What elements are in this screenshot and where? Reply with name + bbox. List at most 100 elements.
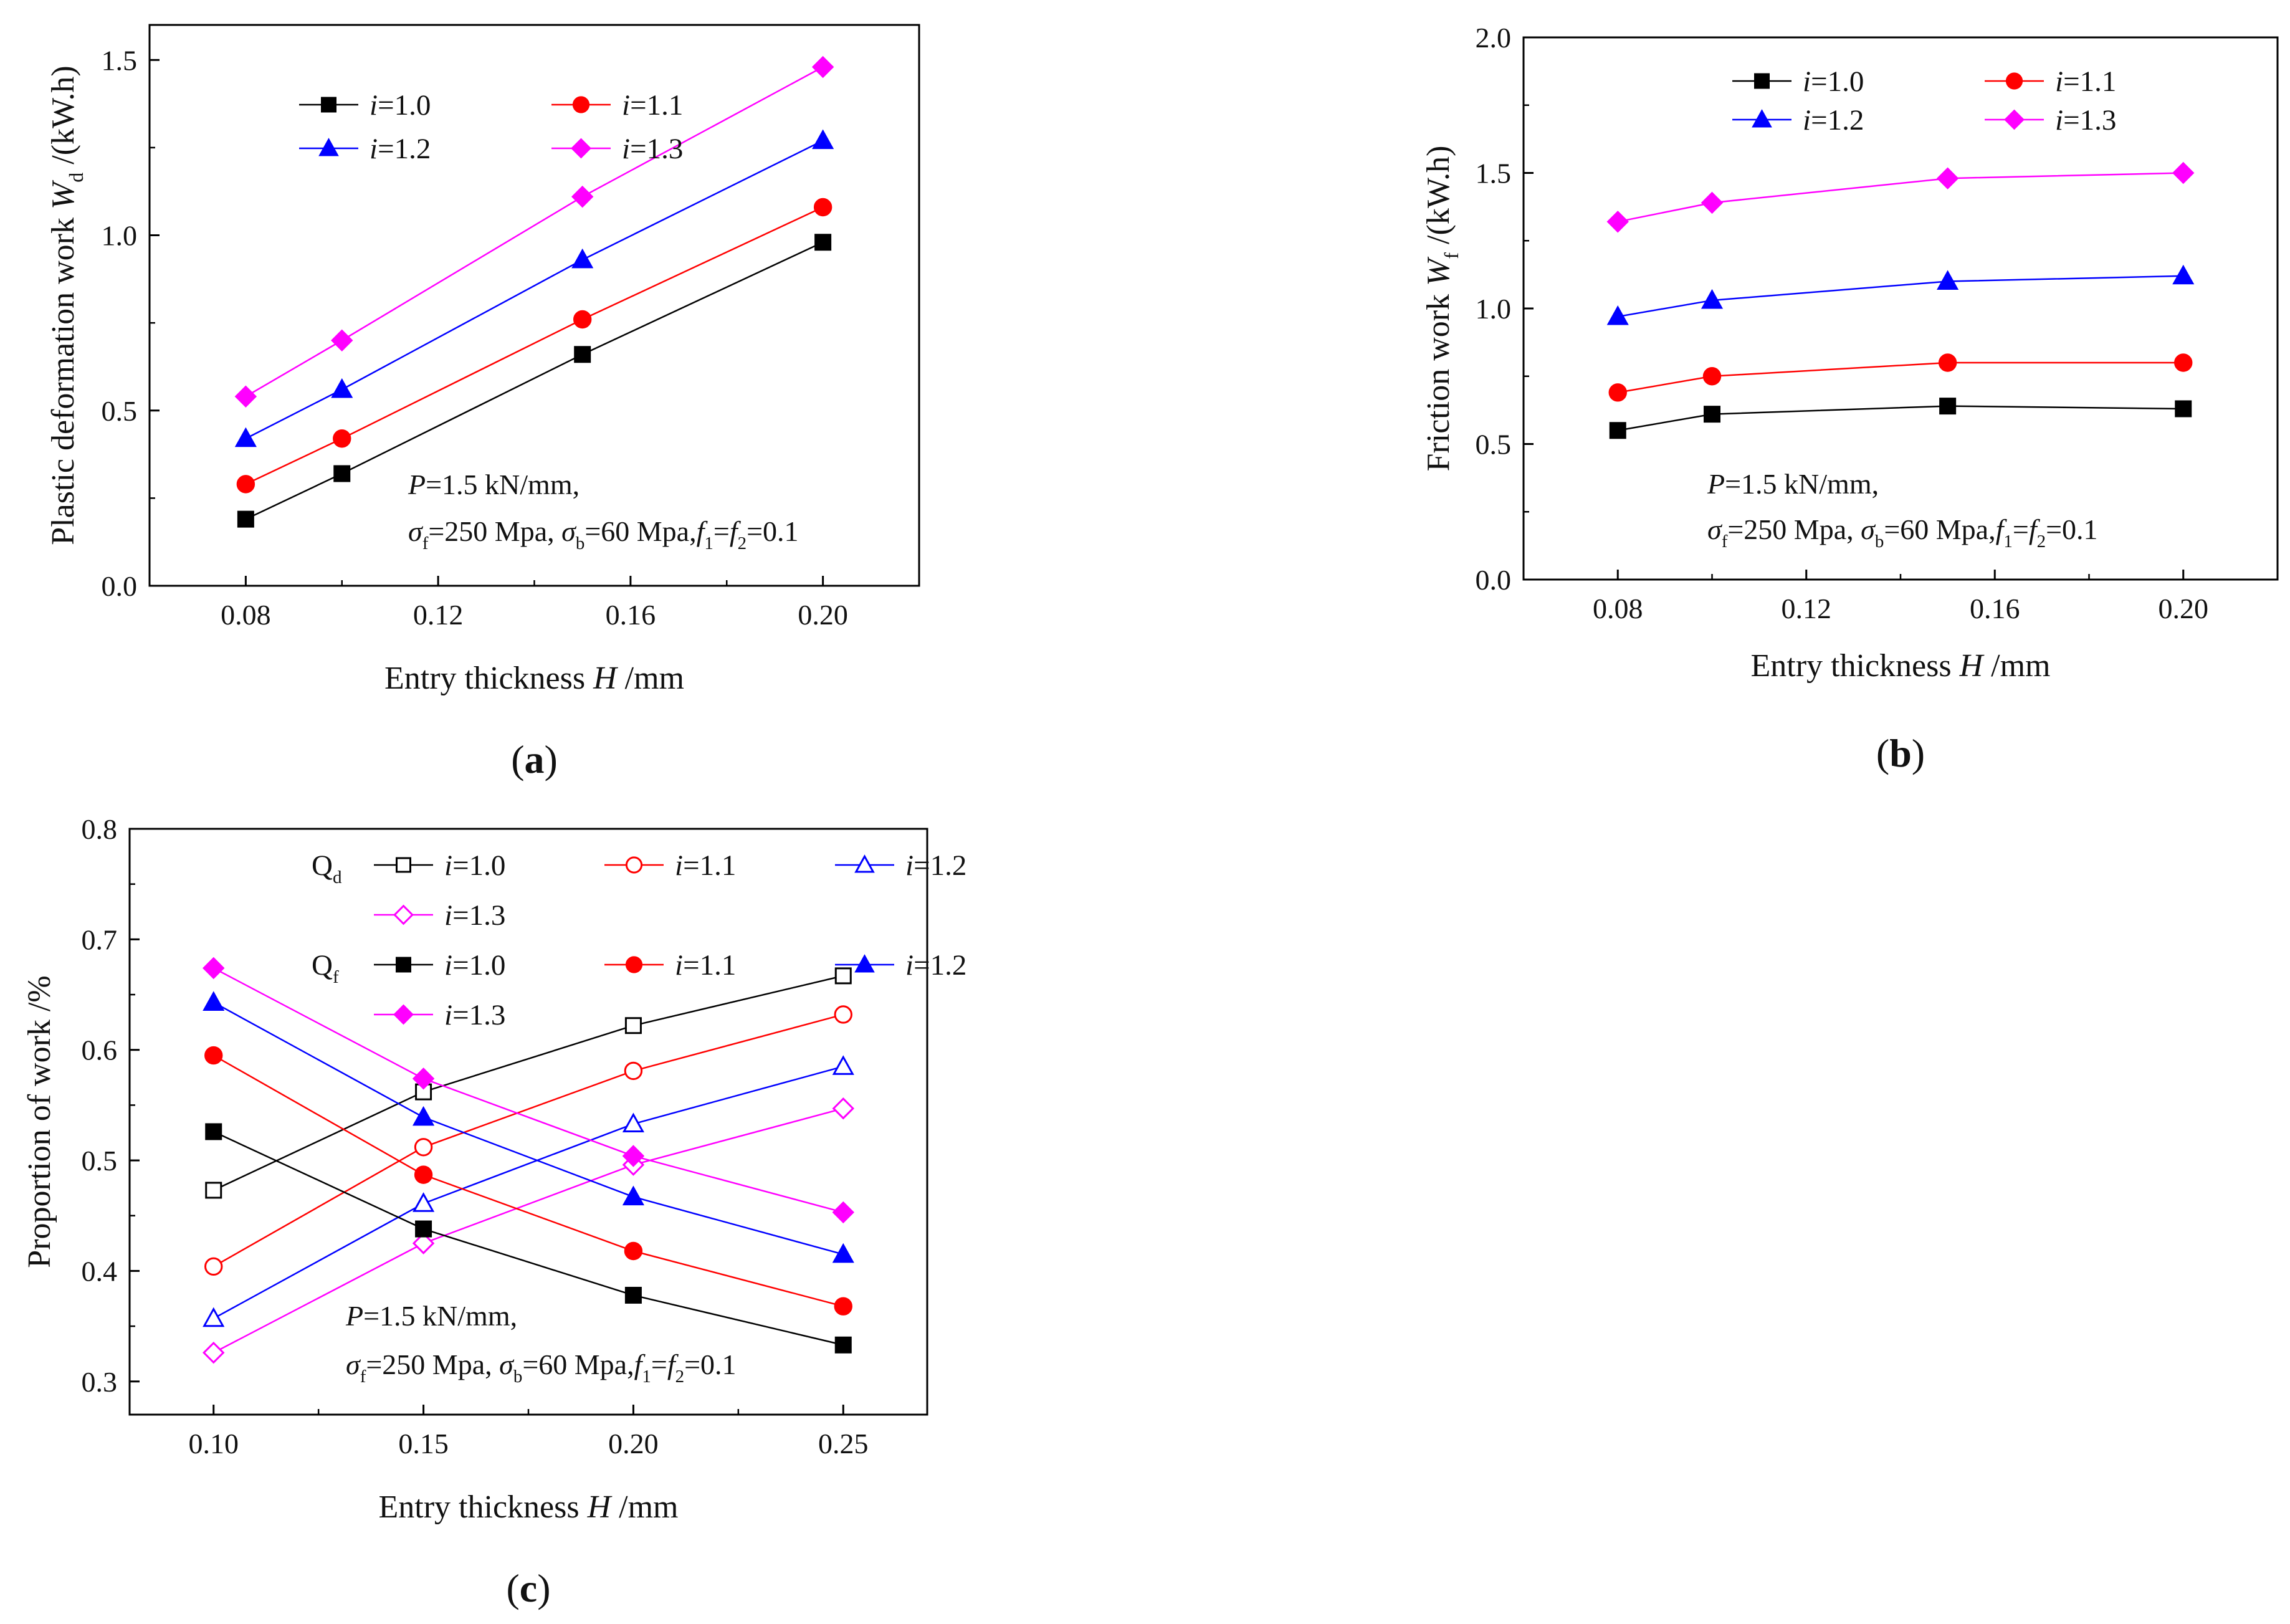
data-point <box>413 1192 435 1212</box>
y-tick-label: 1.5 <box>1476 158 1512 189</box>
data-point <box>622 1145 645 1167</box>
panel-caption: (c) <box>506 1566 550 1610</box>
data-point <box>573 310 592 329</box>
legend-marker <box>393 904 414 925</box>
series-line <box>245 66 824 398</box>
plot-frame <box>148 24 920 587</box>
data-point <box>1702 367 1722 386</box>
legend-label: i=1.2 <box>1803 104 1864 136</box>
series-qd-i-1-2 <box>203 1055 854 1327</box>
data-point <box>413 1106 435 1126</box>
series-i-1-1 <box>236 198 833 494</box>
legend-group-label-qd: Qd <box>312 849 342 887</box>
data-point <box>622 1112 644 1133</box>
data-point <box>834 1336 852 1354</box>
series-line <box>213 967 844 1213</box>
y-tick-label: 1.0 <box>1476 293 1512 325</box>
y-axis-label: Proportion of work /% <box>22 975 57 1268</box>
data-point <box>811 55 834 79</box>
series-line <box>213 1130 844 1346</box>
data-point <box>333 429 351 448</box>
legend-label: i=1.3 <box>444 899 505 932</box>
legend-marker <box>854 954 875 973</box>
data-point <box>2172 264 2195 285</box>
series-qf-i-1-1 <box>204 1046 852 1316</box>
data-point <box>205 1123 222 1140</box>
annotation-parameters: σf=250 Mpa, σb=60 Mpa,f1=f2=0.1 <box>1707 513 2098 552</box>
legend-marker <box>572 96 590 113</box>
data-point <box>624 1017 642 1034</box>
data-point <box>205 1182 222 1199</box>
data-point <box>1609 422 1626 439</box>
series-line <box>1618 361 2183 394</box>
series-line <box>1618 172 2183 223</box>
y-axis-label: Friction work Wf /(kW.h) <box>1421 146 1462 472</box>
y-tick-label: 0.3 <box>82 1366 118 1398</box>
annotation-parameters: σf=250 Mpa, σb=60 Mpa,f1=f2=0.1 <box>346 1349 737 1387</box>
annotation-parameters: σf=250 Mpa, σb=60 Mpa,f1=f2=0.1 <box>408 515 799 553</box>
x-tick-label: 0.20 <box>2159 593 2209 624</box>
data-point <box>1608 383 1627 402</box>
x-tick-label: 0.25 <box>818 1428 869 1459</box>
data-point <box>203 1341 225 1364</box>
series-i-1-0 <box>1609 398 2192 439</box>
data-point <box>812 129 834 150</box>
y-tick-label: 0.4 <box>82 1255 118 1287</box>
chart-panel-c: 0.10 0.15 0.20 0.25 0.3 0.4 0.5 0.6 0.7 0.8 Qd i=1.… <box>22 813 966 1610</box>
y-tick-label: 1.5 <box>102 44 138 76</box>
series-qd-i-1-0 <box>205 967 852 1199</box>
data-point <box>236 475 255 494</box>
series-i-1-1 <box>1608 353 2193 402</box>
data-point <box>1939 398 1957 415</box>
data-point <box>331 329 353 351</box>
data-point <box>203 957 225 980</box>
y-tick-label: 2.0 <box>1476 22 1512 54</box>
data-point <box>412 1232 435 1254</box>
legend-label: i=1.2 <box>905 949 966 982</box>
x-tick-label: 0.20 <box>608 1428 659 1459</box>
series-line <box>1618 405 2183 431</box>
legend-marker <box>396 857 411 873</box>
series-i-1-2 <box>234 129 834 447</box>
y-tick-label: 0.0 <box>102 570 138 602</box>
chart-panel-a: 0.08 0.12 0.16 0.200.00.51.01.5i=1.0 i=1.1i=… <box>45 24 920 781</box>
data-point <box>1936 167 1959 189</box>
legend-marker <box>2004 109 2025 130</box>
panel-caption: (a) <box>511 737 558 781</box>
x-axis-label: Entry thickness H /mm <box>1751 648 2051 684</box>
legend-label: i=1.1 <box>622 89 683 122</box>
legend-label: i=1.0 <box>444 849 505 882</box>
series-qf-i-1-3 <box>203 957 854 1224</box>
y-tick-label: 0.7 <box>82 924 118 955</box>
data-point <box>624 1061 643 1081</box>
legend-label: i=1.0 <box>1803 65 1864 98</box>
data-point <box>571 185 594 208</box>
data-point <box>571 248 594 269</box>
y-tick-label: 0.8 <box>82 813 118 845</box>
x-tick-label: 0.08 <box>1593 593 1643 624</box>
y-tick-label: 0.5 <box>102 395 138 427</box>
legend-marker <box>1752 109 1772 128</box>
y-tick-label: 0.5 <box>82 1145 118 1177</box>
legend-label: i=1.2 <box>370 133 431 165</box>
x-tick-label: 0.12 <box>413 599 464 631</box>
series-i-1-3 <box>1606 161 2195 233</box>
data-point <box>2172 161 2195 184</box>
data-point <box>1938 353 1957 372</box>
data-point <box>234 427 257 447</box>
series-line <box>213 1001 844 1256</box>
data-point <box>204 1257 223 1276</box>
legend-marker <box>2005 72 2023 90</box>
data-point <box>414 1165 433 1184</box>
series-line <box>213 1107 844 1354</box>
legend: i=1.0 i=1.1 i=1.2 i=1.3 <box>1732 65 2116 136</box>
y-tick-label: 1.0 <box>102 220 138 252</box>
data-point <box>203 991 225 1011</box>
data-point <box>237 510 254 528</box>
data-point <box>203 1307 225 1327</box>
legend-marker <box>396 957 411 973</box>
data-point <box>1701 191 1724 214</box>
data-point <box>412 1068 435 1090</box>
data-point <box>832 1055 854 1075</box>
